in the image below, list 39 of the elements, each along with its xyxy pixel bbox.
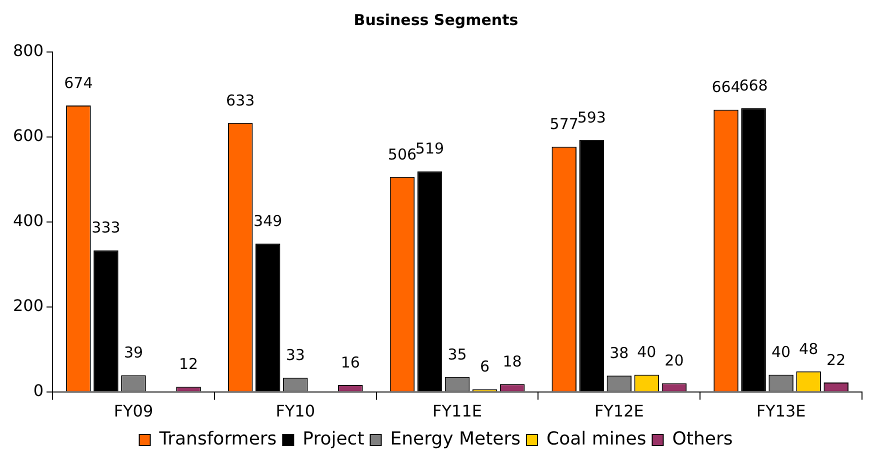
- data-label: 349: [254, 212, 282, 230]
- chart-title: Business Segments: [354, 10, 518, 29]
- data-label: 35: [448, 345, 467, 364]
- data-label: 38: [610, 344, 629, 362]
- x-tick-label: FY11E: [432, 402, 482, 421]
- data-label: 664: [712, 78, 740, 96]
- data-label: 48: [799, 340, 818, 358]
- x-tick-label: FY10: [276, 402, 316, 421]
- legend-label: Energy Meters: [390, 428, 521, 450]
- data-label: 577: [550, 115, 578, 134]
- data-label: 33: [286, 346, 305, 364]
- y-tick-label: 0: [33, 380, 44, 400]
- data-label: 16: [340, 353, 360, 372]
- y-tick-label: 200: [12, 296, 44, 316]
- data-label: 633: [226, 91, 255, 110]
- data-label: 12: [178, 355, 198, 374]
- data-label: 39: [124, 344, 144, 362]
- data-label: 333: [92, 218, 120, 237]
- x-tick-label: FY12E: [594, 402, 644, 421]
- x-tick-label: FY13E: [756, 402, 806, 421]
- data-label: 22: [826, 350, 846, 369]
- data-label: 40: [772, 343, 791, 362]
- legend-label: Others: [672, 428, 733, 450]
- data-label: 674: [64, 74, 93, 92]
- x-tick-label: FY09: [114, 402, 154, 421]
- y-tick-label: 800: [12, 41, 44, 60]
- y-tick-label: 400: [12, 211, 44, 230]
- data-label: 506: [388, 145, 417, 164]
- y-tick-label: 600: [12, 126, 44, 146]
- data-label: 593: [577, 108, 606, 126]
- data-label: 18: [502, 352, 522, 371]
- data-label: 668: [739, 76, 768, 94]
- legend-label: Project: [302, 428, 364, 450]
- legend-label: Coal mines: [546, 428, 646, 450]
- data-label: 6: [480, 358, 490, 376]
- data-label: 40: [637, 343, 656, 362]
- data-label: 519: [415, 140, 444, 158]
- data-label: 20: [664, 352, 684, 370]
- legend-label: Transformers: [158, 428, 277, 450]
